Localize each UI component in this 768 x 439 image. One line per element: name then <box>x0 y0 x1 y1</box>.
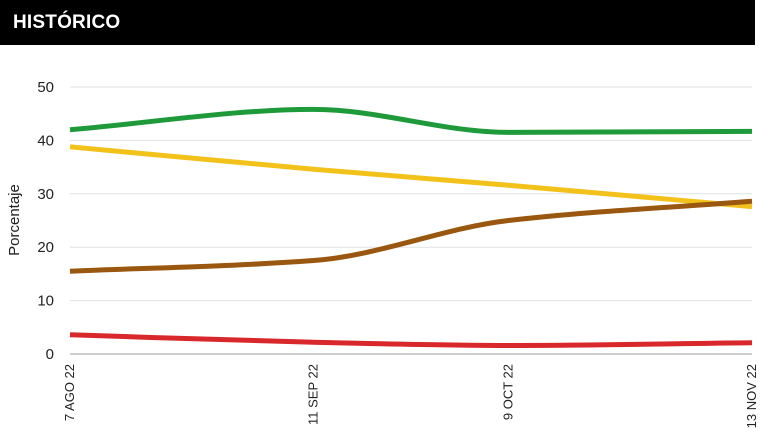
y-tick-label: 40 <box>37 132 54 149</box>
series-line-brown <box>69 198 753 274</box>
y-tick-label: 30 <box>37 186 54 203</box>
grid-lines <box>70 86 752 355</box>
series-lines <box>69 106 753 348</box>
page-title: HISTÓRICO <box>13 12 121 33</box>
x-tick-label: 7 AGO 22 <box>62 364 77 421</box>
y-tick-label: 0 <box>46 346 54 363</box>
x-axis-ticks: 7 AGO 22 11 SEP 22 9 OCT 22 13 NOV 22 <box>62 364 759 428</box>
x-tick-label: 9 OCT 22 <box>500 364 515 420</box>
y-axis-title: Porcentaje <box>6 184 23 256</box>
x-tick-label: 13 NOV 22 <box>744 364 759 428</box>
series-line-yellow <box>69 144 753 210</box>
header-bar: HISTÓRICO <box>0 0 755 45</box>
y-tick-label: 10 <box>37 293 54 310</box>
y-tick-label: 20 <box>37 239 54 256</box>
series-line-green <box>69 106 753 135</box>
y-axis-ticks: 0 10 20 30 40 50 <box>37 79 54 363</box>
x-tick-label: 11 SEP 22 <box>306 364 321 425</box>
y-tick-label: 50 <box>37 79 54 96</box>
series-line-red <box>69 332 753 348</box>
